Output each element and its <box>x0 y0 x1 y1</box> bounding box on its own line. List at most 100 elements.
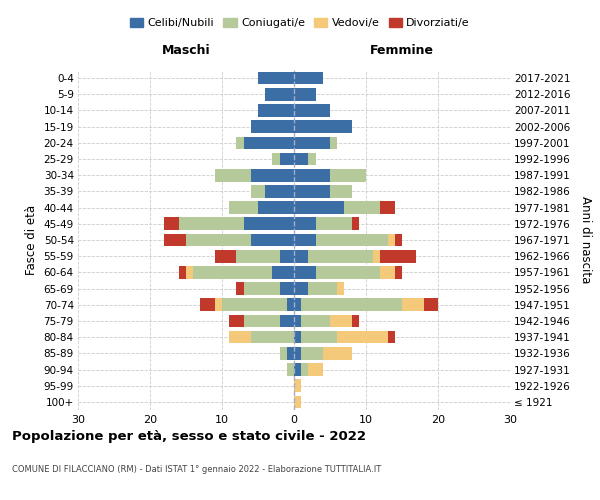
Bar <box>380 202 395 214</box>
Bar <box>316 266 380 278</box>
Bar <box>388 234 395 246</box>
Bar <box>164 234 186 246</box>
Bar <box>265 185 294 198</box>
Bar <box>330 136 337 149</box>
Bar <box>229 331 251 344</box>
Bar <box>251 120 294 133</box>
Bar <box>330 185 352 198</box>
Bar <box>308 282 337 295</box>
Bar <box>258 104 294 117</box>
Bar <box>294 298 301 311</box>
Bar <box>294 250 308 262</box>
Bar <box>294 136 330 149</box>
Bar <box>272 266 294 278</box>
Bar <box>373 250 380 262</box>
Bar <box>215 298 222 311</box>
Bar <box>258 202 294 214</box>
Bar <box>330 314 352 328</box>
Bar <box>344 202 380 214</box>
Bar <box>258 72 294 85</box>
Text: COMUNE DI FILACCIANO (RM) - Dati ISTAT 1° gennaio 2022 - Elaborazione TUTTITALIA: COMUNE DI FILACCIANO (RM) - Dati ISTAT 1… <box>12 465 381 474</box>
Bar <box>244 314 280 328</box>
Bar <box>236 282 244 295</box>
Bar <box>294 202 344 214</box>
Bar <box>294 169 330 181</box>
Bar <box>280 282 294 295</box>
Bar <box>352 314 359 328</box>
Bar <box>380 266 395 278</box>
Bar <box>308 363 323 376</box>
Bar <box>244 218 294 230</box>
Bar <box>294 331 301 344</box>
Bar <box>294 380 301 392</box>
Bar <box>251 234 294 246</box>
Bar <box>280 314 294 328</box>
Bar <box>294 234 316 246</box>
Bar <box>388 331 395 344</box>
Bar <box>287 298 294 311</box>
Bar <box>244 282 280 295</box>
Bar <box>179 218 244 230</box>
Bar <box>294 314 301 328</box>
Bar <box>251 331 294 344</box>
Bar <box>287 347 294 360</box>
Bar <box>395 266 402 278</box>
Bar <box>294 266 316 278</box>
Bar <box>251 169 294 181</box>
Bar <box>280 152 294 166</box>
Bar <box>294 363 301 376</box>
Bar <box>294 88 316 101</box>
Bar <box>352 218 359 230</box>
Bar <box>287 363 294 376</box>
Y-axis label: Fasce di età: Fasce di età <box>25 205 38 275</box>
Bar <box>316 234 388 246</box>
Bar <box>179 266 186 278</box>
Bar <box>222 298 287 311</box>
Text: Femmine: Femmine <box>370 44 434 57</box>
Bar <box>323 347 352 360</box>
Bar <box>337 331 388 344</box>
Bar <box>193 266 272 278</box>
Bar <box>265 88 294 101</box>
Bar <box>294 218 316 230</box>
Text: Popolazione per età, sesso e stato civile - 2022: Popolazione per età, sesso e stato civil… <box>12 430 366 443</box>
Bar <box>244 136 294 149</box>
Bar <box>330 169 366 181</box>
Bar <box>380 250 416 262</box>
Bar <box>337 282 344 295</box>
Bar <box>395 234 402 246</box>
Bar <box>229 202 258 214</box>
Bar <box>308 250 373 262</box>
Bar <box>294 104 330 117</box>
Bar <box>186 266 193 278</box>
Bar <box>316 218 352 230</box>
Bar <box>301 314 330 328</box>
Bar <box>294 282 308 295</box>
Bar <box>272 152 280 166</box>
Bar <box>294 72 323 85</box>
Bar <box>294 120 352 133</box>
Bar <box>301 363 308 376</box>
Y-axis label: Anni di nascita: Anni di nascita <box>579 196 592 284</box>
Bar <box>280 347 287 360</box>
Bar <box>200 298 215 311</box>
Bar <box>402 298 424 311</box>
Bar <box>424 298 438 311</box>
Legend: Celibi/Nubili, Coniugati/e, Vedovi/e, Divorziati/e: Celibi/Nubili, Coniugati/e, Vedovi/e, Di… <box>125 13 475 32</box>
Bar <box>251 185 265 198</box>
Bar <box>301 331 337 344</box>
Bar <box>186 234 251 246</box>
Bar <box>294 347 301 360</box>
Bar <box>229 314 244 328</box>
Bar <box>294 396 301 408</box>
Bar <box>236 250 280 262</box>
Bar <box>236 136 244 149</box>
Bar <box>164 218 179 230</box>
Bar <box>294 185 330 198</box>
Bar <box>301 347 323 360</box>
Bar <box>215 250 236 262</box>
Bar <box>294 152 308 166</box>
Text: Maschi: Maschi <box>161 44 211 57</box>
Bar <box>280 250 294 262</box>
Bar <box>308 152 316 166</box>
